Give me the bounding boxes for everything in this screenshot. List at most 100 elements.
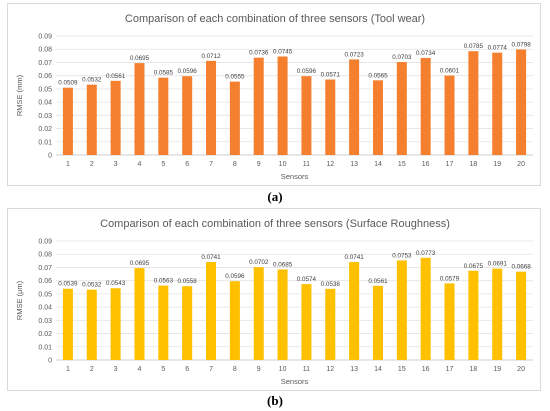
x-tick-label: 14 bbox=[374, 161, 382, 168]
bar-7 bbox=[206, 60, 217, 156]
x-tick-label: 13 bbox=[350, 161, 358, 168]
x-tick-label: 7 bbox=[209, 161, 213, 168]
bar-19 bbox=[492, 268, 503, 360]
caption-b: (b) bbox=[0, 393, 550, 409]
data-label: 0.0558 bbox=[178, 278, 198, 285]
bar-17 bbox=[444, 283, 455, 360]
y-tick-label: 0.01 bbox=[38, 344, 52, 351]
x-tick-label: 8 bbox=[233, 366, 237, 373]
x-tick-label: 16 bbox=[422, 366, 430, 373]
data-label: 0.0532 bbox=[82, 77, 102, 84]
bar-8 bbox=[229, 81, 240, 155]
bar-9 bbox=[253, 267, 264, 360]
x-tick-label: 3 bbox=[114, 161, 118, 168]
data-label: 0.0774 bbox=[488, 45, 508, 52]
data-label: 0.0695 bbox=[130, 260, 150, 267]
y-tick-label: 0.09 bbox=[38, 34, 52, 41]
y-tick-label: 0.02 bbox=[38, 126, 52, 133]
x-tick-label: 5 bbox=[161, 161, 165, 168]
x-tick-label: 15 bbox=[398, 366, 406, 373]
x-tick-label: 1 bbox=[66, 161, 70, 168]
bar-16 bbox=[420, 257, 431, 360]
x-tick-label: 8 bbox=[233, 161, 237, 168]
data-label: 0.0703 bbox=[392, 54, 412, 61]
x-tick-label: 4 bbox=[138, 161, 142, 168]
x-axis-label: Sensors bbox=[281, 377, 309, 386]
x-tick-label: 17 bbox=[446, 366, 454, 373]
data-label: 0.0574 bbox=[297, 276, 317, 283]
data-label: 0.0571 bbox=[321, 72, 341, 79]
bar-5 bbox=[158, 285, 169, 360]
bar-11 bbox=[301, 76, 312, 155]
bar-6 bbox=[182, 286, 193, 360]
y-tick-label: 0.01 bbox=[38, 139, 52, 146]
bar-11 bbox=[301, 284, 312, 360]
y-tick-label: 0.07 bbox=[38, 60, 52, 67]
data-label: 0.0538 bbox=[321, 281, 341, 288]
y-axis-label: RMSE (mm) bbox=[15, 74, 24, 116]
x-tick-label: 16 bbox=[422, 161, 430, 168]
x-tick-label: 6 bbox=[185, 366, 189, 373]
x-tick-label: 11 bbox=[303, 366, 310, 373]
y-tick-label: 0.07 bbox=[38, 265, 52, 272]
data-label: 0.0561 bbox=[368, 278, 388, 285]
data-label: 0.0543 bbox=[106, 280, 126, 287]
data-label: 0.0734 bbox=[416, 50, 436, 57]
caption-b-text: (b) bbox=[267, 393, 283, 408]
x-tick-label: 11 bbox=[303, 161, 310, 168]
bar-2 bbox=[86, 289, 97, 360]
x-tick-label: 10 bbox=[279, 366, 287, 373]
caption-a: (a) bbox=[0, 189, 550, 205]
bar-10 bbox=[277, 269, 288, 360]
data-label: 0.0561 bbox=[106, 73, 126, 80]
x-tick-label: 3 bbox=[114, 366, 118, 373]
chart-title: Comparison of each combination of three … bbox=[100, 218, 450, 230]
data-label: 0.0798 bbox=[511, 41, 531, 48]
y-tick-label: 0 bbox=[48, 153, 52, 160]
data-label: 0.0702 bbox=[249, 259, 269, 266]
y-tick-label: 0.02 bbox=[38, 331, 52, 338]
data-label: 0.0555 bbox=[225, 74, 245, 81]
bar-14 bbox=[372, 80, 383, 155]
x-tick-label: 18 bbox=[469, 366, 477, 373]
bar-8 bbox=[229, 281, 240, 360]
y-tick-label: 0.03 bbox=[38, 113, 52, 120]
data-label: 0.0695 bbox=[130, 55, 150, 62]
x-tick-label: 19 bbox=[493, 161, 501, 168]
data-label: 0.0736 bbox=[249, 50, 269, 57]
x-tick-label: 12 bbox=[326, 161, 334, 168]
y-tick-label: 0.05 bbox=[38, 86, 52, 93]
y-tick-label: 0.09 bbox=[38, 239, 52, 246]
data-label: 0.0668 bbox=[511, 264, 531, 271]
data-label: 0.0596 bbox=[225, 273, 245, 280]
x-tick-label: 2 bbox=[90, 366, 94, 373]
data-label: 0.0753 bbox=[392, 252, 412, 259]
x-tick-label: 13 bbox=[350, 366, 358, 373]
bar-10 bbox=[277, 56, 288, 155]
bar-5 bbox=[158, 77, 169, 155]
x-tick-label: 19 bbox=[493, 366, 501, 373]
data-label: 0.0596 bbox=[178, 68, 198, 75]
bar-3 bbox=[110, 288, 121, 360]
data-label: 0.0563 bbox=[154, 278, 174, 285]
data-label: 0.0539 bbox=[58, 281, 78, 288]
data-label: 0.0601 bbox=[440, 68, 460, 75]
x-tick-label: 15 bbox=[398, 161, 406, 168]
x-tick-label: 5 bbox=[161, 366, 165, 373]
bar-20 bbox=[516, 49, 527, 156]
y-tick-label: 0.04 bbox=[38, 305, 52, 312]
chart-title: Comparison of each combination of three … bbox=[125, 13, 425, 25]
bar-12 bbox=[325, 288, 336, 360]
bar-1 bbox=[62, 87, 73, 155]
data-label: 0.0741 bbox=[344, 254, 364, 261]
x-axis-label: Sensors bbox=[281, 172, 309, 181]
data-label: 0.0741 bbox=[201, 254, 221, 261]
bar-6 bbox=[182, 76, 193, 155]
bar-15 bbox=[396, 260, 407, 360]
bar-1 bbox=[62, 288, 73, 360]
bar-19 bbox=[492, 52, 503, 155]
bar-3 bbox=[110, 80, 121, 155]
data-label: 0.0585 bbox=[154, 70, 174, 77]
bar-18 bbox=[468, 270, 479, 360]
x-tick-label: 20 bbox=[517, 161, 525, 168]
